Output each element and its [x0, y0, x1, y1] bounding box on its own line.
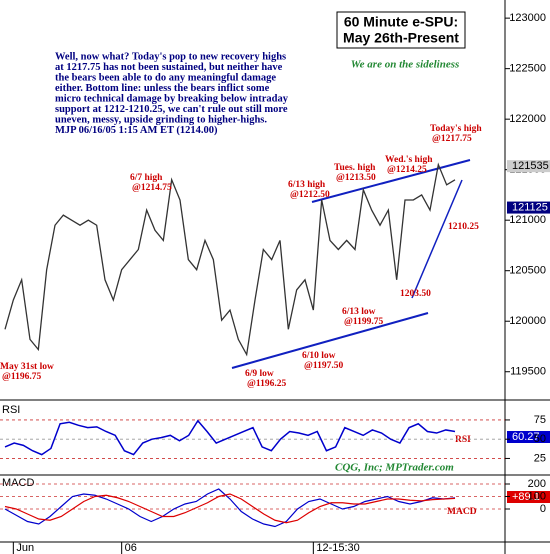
commentary: Well, now what? Today's pop to new recov… [55, 51, 286, 62]
y-tick-label: 122000 [509, 113, 546, 125]
commentary: either. Bottom line: unless the bears in… [55, 83, 270, 94]
annotation: @1197.50 [304, 361, 343, 371]
chart-title: May 26th-Present [343, 30, 459, 46]
last-value: 60.27 [512, 431, 540, 443]
annotation: 6/10 low [302, 351, 336, 361]
x-tick-label: Jun [16, 542, 34, 554]
last-value: 121535 [512, 160, 549, 172]
y-tick-label: 122500 [509, 63, 546, 75]
annotation: @1214.25 [387, 165, 427, 175]
last-value: +89.1 [512, 491, 540, 503]
annotation: @1214.75 [132, 183, 172, 193]
last-value-box [507, 431, 550, 443]
annotation: 6/7 high [130, 173, 163, 183]
source: CQG, Inc; MPTrader.com [335, 462, 454, 474]
x-tick-label: 12-15:30 [316, 542, 359, 554]
commentary: support at 1212-1210.25, we can't rule o… [55, 104, 288, 115]
annotation: Today's high [430, 124, 482, 134]
panel-label: RSI [2, 404, 20, 416]
series-label: MACD [447, 507, 477, 517]
annotation: 1203.50 [400, 289, 431, 299]
y-tick-label: 0 [540, 503, 546, 515]
y-tick-label: 120500 [509, 265, 546, 277]
last-value: 121125 [512, 201, 548, 213]
annotation: @1196.75 [2, 372, 41, 382]
last-value-box [507, 160, 550, 173]
chart-title: 60 Minute e-SPU: [344, 14, 458, 30]
y-tick-label: 123000 [509, 12, 546, 24]
trend-line [411, 179, 463, 299]
commentary: micro technical damage by breaking below… [55, 93, 289, 104]
annotation: Tues. high [334, 163, 376, 173]
panel-label: MACD [2, 477, 34, 489]
annotation: @1217.75 [432, 134, 472, 144]
commentary: MJP 06/16/05 1:15 AM ET (1214.00) [55, 125, 218, 136]
commentary: at 1217.75 has not been sustained, but n… [55, 62, 283, 73]
annotation: @1212.50 [290, 190, 330, 200]
y-tick-label: 120000 [509, 315, 546, 327]
y-tick-label: 100 [528, 490, 546, 502]
series-line [4, 488, 456, 528]
y-tick-label: 200 [528, 478, 546, 490]
title-box [336, 11, 466, 49]
commentary: the bears been able to do any meaningful… [55, 72, 276, 83]
trend-line [311, 159, 471, 203]
commentary: uneven, messy, upside grinding to higher… [55, 114, 267, 125]
y-tick-label: 75 [534, 414, 546, 426]
y-tick-label: 50 [534, 433, 546, 445]
last-value-box [507, 201, 550, 214]
last-value-box [507, 491, 550, 503]
series-line [4, 493, 456, 524]
y-tick-label: 25 [534, 452, 546, 464]
trend-line [231, 312, 429, 369]
series-line [4, 162, 456, 357]
annotation: 6/13 high [288, 180, 326, 190]
x-tick-label: 06 [125, 542, 137, 554]
annotation: @1213.50 [336, 173, 376, 183]
annotation: 6/9 low [245, 369, 274, 379]
y-tick-label: 119500 [510, 366, 546, 378]
series-label: RSI [455, 435, 471, 445]
annotation: 1210.25 [448, 222, 479, 232]
annotation: @1196.25 [247, 379, 286, 389]
annotation: 6/13 low [342, 307, 376, 317]
series-line [4, 419, 456, 456]
annotation: Wed.'s high [385, 155, 433, 165]
y-tick-label: 121000 [509, 214, 546, 226]
annotation: May 31st low [0, 362, 54, 372]
subtitle: We are on the sideliness [351, 59, 460, 71]
annotation: @1199.75 [344, 317, 383, 327]
